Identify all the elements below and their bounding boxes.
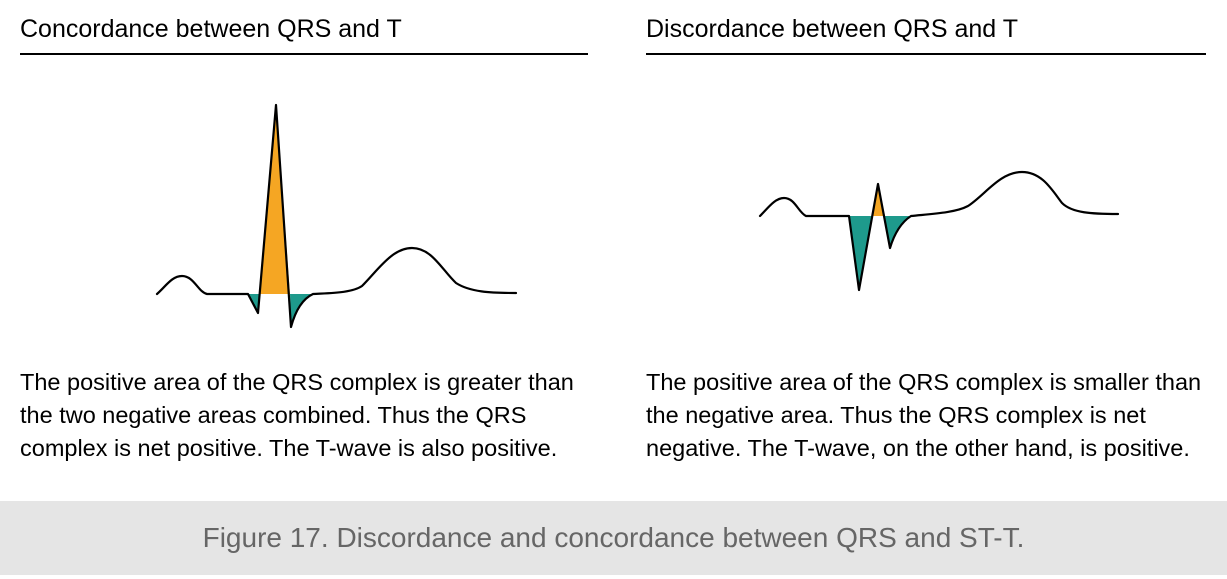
discordant-q-negative-area [849,216,872,290]
discordance-title: Discordance between QRS and T [646,14,1206,55]
concordant-r-positive-area [260,105,290,294]
concordant-trace [155,103,518,329]
discordance-description: The positive area of the QRS complex is … [646,369,1202,461]
discordant-trace [758,170,1120,292]
concordance-description: The positive area of the QRS complex is … [20,369,574,461]
concordant-s-negative-area [290,294,313,327]
ecg-illustrations [155,103,1120,329]
concordance-title: Concordance between QRS and T [20,14,588,55]
discordant-ecg-waveform [758,170,1120,292]
concordant-ecg-waveform [155,103,518,329]
figure-caption: Figure 17. Discordance and concordance b… [0,501,1227,575]
discordant-s-negative-area [885,216,911,248]
concordance-panel: Concordance between QRS and T The positi… [20,0,588,461]
discordance-panel: Discordance between QRS and T The positi… [646,0,1206,461]
